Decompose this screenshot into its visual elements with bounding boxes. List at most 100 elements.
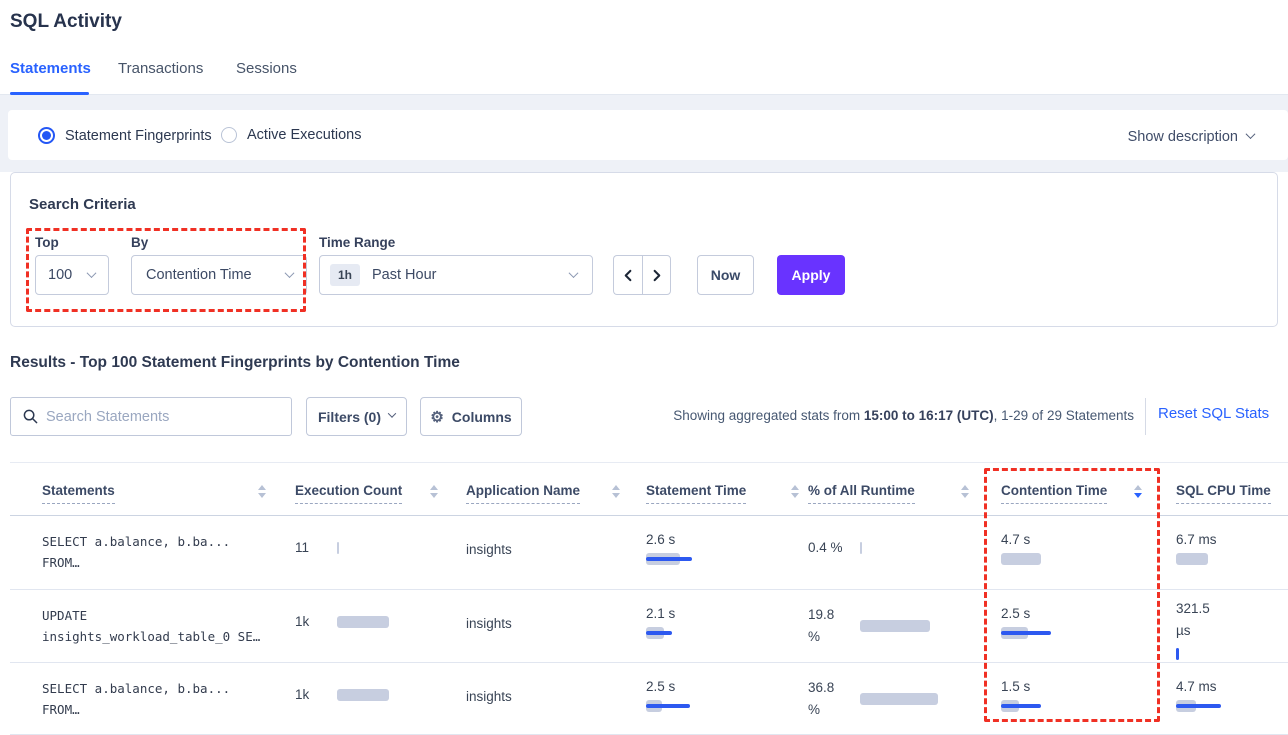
column-header-pct-all-runtime[interactable]: % of All Runtime bbox=[808, 483, 915, 504]
radio-selected-icon[interactable] bbox=[38, 127, 55, 144]
pct-runtime-bar bbox=[860, 693, 938, 705]
execution-count-value: 11 bbox=[295, 540, 310, 555]
application-name-cell: insights bbox=[466, 616, 512, 631]
sort-icon-execution-count[interactable] bbox=[430, 485, 440, 498]
contention-time-bar bbox=[1001, 700, 1041, 712]
now-button[interactable]: Now bbox=[697, 255, 754, 295]
by-select[interactable]: Contention Time bbox=[131, 255, 307, 295]
time-range-select[interactable]: 1h Past Hour bbox=[319, 255, 593, 295]
sql-cpu-time-cell: 321.5 µs bbox=[1176, 598, 1228, 660]
filters-button[interactable]: Filters (0) bbox=[306, 397, 407, 436]
application-name-cell: insights bbox=[466, 689, 512, 704]
column-header-contention-time[interactable]: Contention Time bbox=[1001, 483, 1108, 504]
sql-cpu-time-value: 6.7 ms bbox=[1176, 532, 1217, 547]
pct-runtime-value: 19.8 % bbox=[808, 607, 835, 644]
execution-count-bar bbox=[337, 615, 389, 628]
show-description-label: Show description bbox=[1127, 129, 1238, 145]
statement-time-bar bbox=[646, 627, 672, 639]
reset-sql-stats-link[interactable]: Reset SQL Stats bbox=[1158, 405, 1270, 422]
pct-runtime-value: 0.4 % bbox=[808, 540, 843, 555]
statement-line1: UPDATE bbox=[42, 608, 88, 623]
sort-icon-statements[interactable] bbox=[258, 485, 268, 498]
execution-count-cell: 1k bbox=[295, 687, 389, 702]
chevron-down-icon bbox=[387, 408, 397, 418]
statement-cell[interactable]: SELECT a.balance, b.ba... FROM… bbox=[42, 678, 230, 720]
radio-statement-fingerprints[interactable]: Statement Fingerprints bbox=[38, 127, 212, 144]
tab-statements[interactable]: Statements bbox=[10, 60, 91, 77]
sql-cpu-time-bar bbox=[1176, 553, 1208, 565]
execution-count-value: 1k bbox=[295, 614, 310, 629]
top-select[interactable]: 100 bbox=[35, 255, 109, 295]
table-header-row: Statements Execution Count Application N… bbox=[10, 462, 1288, 516]
chevron-right-icon bbox=[653, 269, 661, 281]
time-range-label: Time Range bbox=[319, 235, 396, 250]
column-header-application-name[interactable]: Application Name bbox=[466, 483, 581, 504]
apply-button[interactable]: Apply bbox=[777, 255, 845, 295]
statement-time-cell: 2.5 s bbox=[646, 679, 690, 712]
radio-label: Statement Fingerprints bbox=[65, 127, 212, 144]
chevron-down-icon bbox=[86, 268, 97, 279]
radio-label: Active Executions bbox=[247, 127, 362, 143]
pct-runtime-cell: 36.8 % bbox=[808, 677, 938, 721]
gear-icon: ⚙ bbox=[430, 408, 444, 426]
radio-active-executions[interactable]: Active Executions bbox=[221, 127, 361, 143]
showing-range: 15:00 to 16:17 (UTC) bbox=[863, 408, 994, 423]
search-criteria-heading: Search Criteria bbox=[29, 196, 136, 213]
table-row[interactable]: UPDATE insights_workload_table_0 SE… 1k … bbox=[10, 590, 1288, 663]
statement-cell[interactable]: UPDATE insights_workload_table_0 SE… bbox=[42, 605, 260, 647]
execution-count-bar bbox=[337, 541, 339, 554]
showing-prefix: Showing aggregated stats from bbox=[673, 408, 864, 423]
table-row[interactable]: SELECT a.balance, b.ba... FROM… 1k insig… bbox=[10, 663, 1288, 735]
time-range-nav bbox=[613, 255, 671, 295]
pct-runtime-bar bbox=[860, 620, 930, 632]
page-title: SQL Activity bbox=[10, 11, 122, 32]
chevron-down-icon bbox=[568, 268, 579, 279]
columns-label: Columns bbox=[451, 408, 512, 425]
tab-transactions[interactable]: Transactions bbox=[118, 60, 204, 77]
sort-icon-pct-all-runtime[interactable] bbox=[961, 485, 971, 498]
execution-count-cell: 11 bbox=[295, 540, 339, 555]
search-statements-input[interactable] bbox=[46, 408, 291, 425]
column-header-execution-count[interactable]: Execution Count bbox=[295, 483, 403, 504]
tabs-divider bbox=[0, 94, 1288, 95]
active-tab-underline bbox=[10, 92, 89, 95]
contention-time-cell: 4.7 s bbox=[1001, 532, 1041, 565]
sort-icon-statement-time[interactable] bbox=[791, 485, 801, 498]
sort-icon-contention-time-desc-active[interactable] bbox=[1134, 485, 1144, 498]
next-interval-button[interactable] bbox=[642, 255, 671, 295]
execution-count-bar bbox=[337, 688, 389, 701]
show-description-button[interactable]: Show description bbox=[1127, 129, 1256, 145]
search-icon bbox=[23, 409, 38, 424]
contention-time-value: 4.7 s bbox=[1001, 532, 1031, 547]
pct-runtime-cell: 0.4 % bbox=[808, 540, 862, 555]
tab-sessions[interactable]: Sessions bbox=[236, 60, 297, 77]
execution-count-value: 1k bbox=[295, 687, 310, 702]
columns-button[interactable]: ⚙ Columns bbox=[420, 397, 522, 436]
statement-time-cell: 2.1 s bbox=[646, 606, 675, 639]
statement-time-value: 2.5 s bbox=[646, 679, 676, 694]
contention-time-cell: 1.5 s bbox=[1001, 679, 1041, 712]
column-header-statement-time[interactable]: Statement Time bbox=[646, 483, 747, 504]
pct-runtime-bar bbox=[860, 541, 862, 554]
previous-interval-button[interactable] bbox=[613, 255, 642, 295]
search-statements-box bbox=[10, 397, 292, 436]
statement-cell[interactable]: SELECT a.balance, b.ba... FROM… bbox=[42, 531, 230, 573]
statement-line2: insights_workload_table_0 SE… bbox=[42, 629, 261, 644]
column-header-sql-cpu-time[interactable]: SQL CPU Time bbox=[1176, 483, 1271, 504]
showing-stats-text: Showing aggregated stats from 15:00 to 1… bbox=[673, 408, 1134, 423]
chevron-down-icon bbox=[1245, 129, 1256, 140]
time-range-badge: 1h bbox=[330, 264, 361, 286]
statement-time-value: 2.6 s bbox=[646, 532, 676, 547]
column-header-statements[interactable]: Statements bbox=[42, 483, 115, 504]
table-row[interactable]: SELECT a.balance, b.ba... FROM… 11 insig… bbox=[10, 516, 1288, 590]
chevron-down-icon bbox=[284, 268, 295, 279]
sql-cpu-time-value: 321.5 µs bbox=[1176, 601, 1210, 638]
radio-unselected-icon[interactable] bbox=[221, 127, 237, 143]
toolbar-divider bbox=[1145, 398, 1146, 435]
time-range-value: Past Hour bbox=[372, 267, 437, 283]
statement-line2: FROM… bbox=[42, 702, 80, 717]
pct-runtime-value: 36.8 % bbox=[808, 680, 835, 717]
sort-icon-application-name[interactable] bbox=[612, 485, 622, 498]
statement-line1: SELECT a.balance, b.ba... bbox=[42, 534, 231, 549]
sql-cpu-time-value: 4.7 ms bbox=[1176, 679, 1217, 694]
